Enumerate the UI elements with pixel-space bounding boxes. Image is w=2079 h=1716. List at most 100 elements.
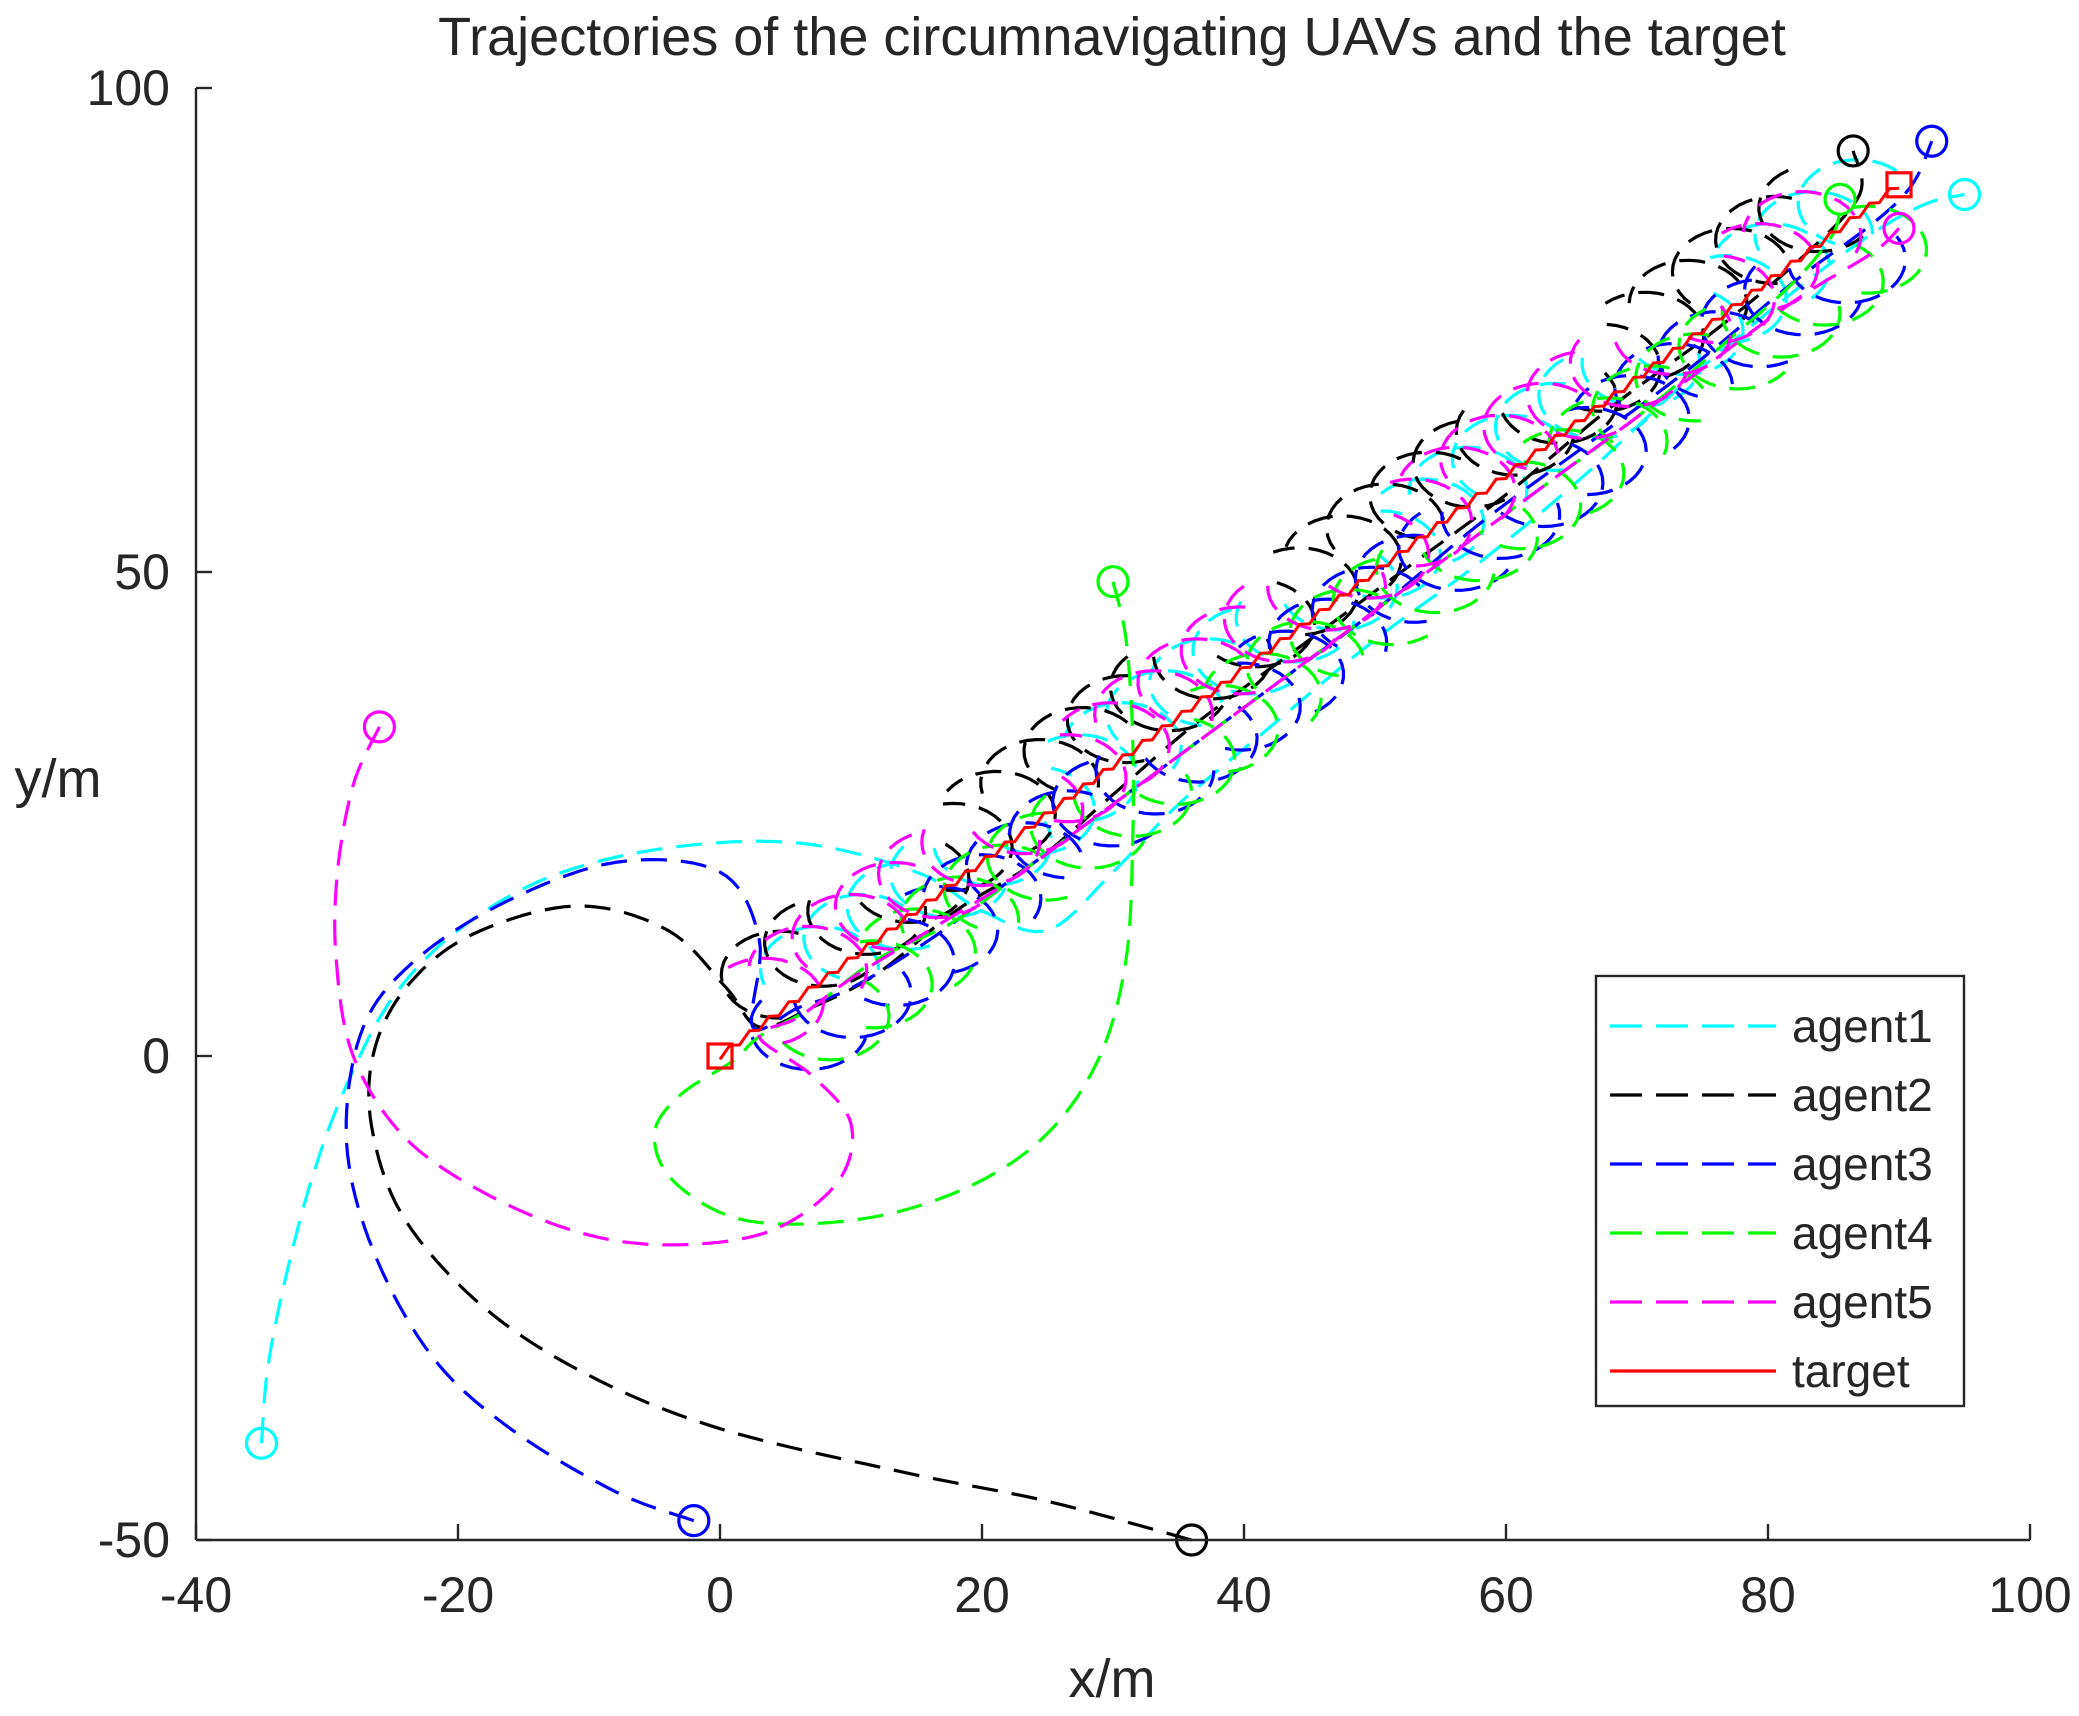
y-tick-label: -50 [98,1512,170,1568]
series-agent3-orbit-arc [922,853,1043,920]
series-agent5-orbit-arc [920,828,1042,888]
series-agent5-orbit-arc [1482,381,1578,471]
series-agent2-orbit-arc [1454,409,1575,477]
series-agent3-orbit-arc [1574,373,1691,450]
series-agent3-orbit-arc [964,821,1083,895]
series-agent3-orbit-arc [1699,278,1789,369]
series-agent1-path [259,192,1965,1444]
series-agent2-orbit-arc [1152,638,1274,701]
series-agent5-end-marker [1882,211,1916,245]
series-agent4-orbit-arc [1547,396,1669,456]
series-target-end-marker [1885,171,1913,199]
series-agent2-orbit-arc [859,842,971,925]
series-agent3-orbit-arc [1094,754,1216,816]
series-agent1-orbit-arc [1191,607,1291,696]
series-target-path [718,186,1900,1061]
y-tick-label: 50 [114,544,170,600]
series-agent4-orbit-arc [985,811,1068,902]
series-agent4-orbit-arc [1590,364,1705,444]
series-agent5-orbit-arc [833,860,916,952]
legend-label-agent4: agent4 [1792,1207,1933,1259]
series-agent2-orbit-arc [942,801,1014,893]
x-tick-label: 20 [954,1567,1010,1623]
series-agent5-orbit-arc [790,892,908,969]
axes: -40 -20 0 20 40 60 80 100 -50 0 50 100 [87,60,2072,1623]
series-agent3-orbit-arc [1566,405,1648,497]
series-agent2-orbit-arc [1368,450,1462,540]
series-agent5-orbit-arc [876,833,981,920]
series-agent1-orbit-arc [1001,766,1097,856]
series-agent3-orbit-arc [1008,789,1093,880]
series-agent4-orbit-arc [1245,619,1365,690]
series-agent1-orbit-arc [1283,555,1399,632]
series-agent1-end-marker [1947,177,1982,212]
series-agent4-orbit-arc [859,939,934,1030]
series-agent4-orbit-arc [1072,773,1194,838]
series-agent4-orbit-arc [1720,305,1842,359]
series-agent2-orbit-arc [1604,290,1706,378]
series-agent2-orbit-arc [1216,581,1317,669]
series-agent1-orbit-arc [1709,253,1788,345]
series-agent3-orbit-arc [1656,310,1755,398]
x-tick-label: -20 [422,1567,494,1623]
series-agent1-orbit-arc [802,892,904,980]
series-agent4-orbit-arc [1138,717,1237,806]
series-agent5-orbit-arc [727,956,826,1045]
series-agent1-orbit-arc [1380,477,1486,563]
series-agent3-orbit-arc [1267,597,1389,652]
series-agent2-orbit-arc [1065,674,1145,765]
y-axis-label: y/m [15,749,102,809]
series-agent5-orbit-arc [1061,701,1171,784]
x-axis-label: x/m [1069,1649,1156,1709]
series-agent1-orbit-arc [1493,381,1566,473]
series-agent5-orbit-arc [1613,305,1733,377]
series-agent2-orbit-arc [1713,194,1793,286]
series-target-start-marker [706,1042,734,1070]
chart-title: Trajectories of the circumnavigating UAV… [438,7,1786,67]
series-agent4-orbit-arc [1374,549,1496,615]
x-tick-label: 0 [706,1567,734,1623]
legend-label-agent5: agent5 [1792,1276,1933,1328]
series-agent2-path [367,150,1864,1542]
series-agent3-orbit-arc [1440,502,1562,561]
series-agent5-orbit-arc [1266,571,1388,632]
series-agent3-start-marker [677,1504,711,1538]
y-tick-label: 100 [87,60,170,116]
series-agent1-orbit-arc [932,820,1054,888]
plot-area [244,124,1982,1557]
series-agent5-path [333,227,1901,1247]
series-agent3-orbit-arc [1051,760,1153,848]
series-agent3-orbit-arc [1613,342,1735,406]
series-agent2-orbit-arc [1411,419,1506,509]
series-agent5-orbit-arc [1741,190,1863,254]
series-agent5-orbit-arc [1438,413,1560,480]
x-tick-label: -40 [160,1567,232,1623]
series-agent1-start-marker [244,1426,279,1460]
series-agent1-orbit-arc [1716,221,1832,300]
series-agent3-orbit-arc [1500,442,1605,529]
series-agent4-orbit-arc [1288,587,1379,678]
legend-box [1594,974,1966,1408]
series-agent2-orbit-arc [979,738,1101,794]
series-agent3-orbit-arc [863,917,957,1008]
series-agent2-orbit-arc [1022,705,1129,791]
x-tick-label: 80 [1740,1567,1796,1623]
x-tick-label: 60 [1478,1567,1534,1623]
series-agent1-orbit-arc [1407,445,1529,503]
y-tick-label: 0 [142,1028,170,1084]
series-agent2-orbit-arc [1627,258,1749,321]
legend: agent1 agent2 agent3 agent4 agent5 target [1594,974,1966,1408]
series-agent5-orbit-arc [1525,350,1617,440]
series-agent4-orbit-arc [1853,204,1929,295]
series-agent1-orbit-arc [888,845,1007,920]
series-agent4-orbit-arc [1634,332,1710,423]
series-agent2-orbit-arc [1324,482,1446,551]
series-agent4-orbit-arc [1331,557,1429,647]
series-agent5-orbit-arc [1720,221,1820,310]
legend-label-agent2: agent2 [1792,1069,1933,1121]
series-agent5-orbit-arc [1053,733,1128,824]
legend-label-agent3: agent3 [1792,1138,1933,1190]
series-agent3-orbit-arc [1144,705,1259,784]
series-agent4-orbit-arc [899,875,1021,934]
